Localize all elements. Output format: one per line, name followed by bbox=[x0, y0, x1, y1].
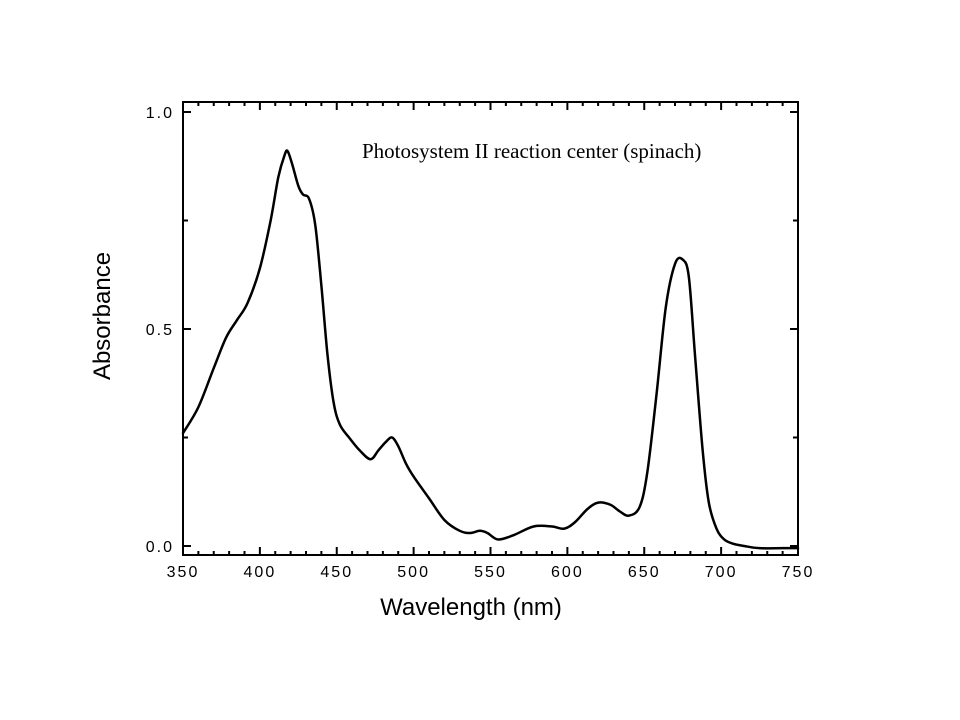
y-axis-title: Absorbance bbox=[89, 252, 116, 380]
tick-marks bbox=[182, 102, 799, 555]
y-tick-label: 1.0 bbox=[146, 105, 174, 122]
x-tick-label: 350 bbox=[167, 564, 200, 581]
x-tick-label: 550 bbox=[474, 564, 507, 581]
x-tick-labels: 350 400 450 500 550 600 650 700 750 bbox=[167, 564, 815, 581]
x-tick-label: 750 bbox=[782, 564, 815, 581]
x-tick-label: 650 bbox=[628, 564, 661, 581]
x-tick-label: 450 bbox=[320, 564, 353, 581]
absorbance-series-line bbox=[181, 149, 800, 550]
x-tick-label: 400 bbox=[244, 564, 277, 581]
x-axis-title: Wavelength (nm) bbox=[380, 594, 562, 621]
x-tick-label: 600 bbox=[551, 564, 584, 581]
y-tick-label: 0.5 bbox=[146, 322, 174, 339]
y-tick-labels: 0.0 0.5 1.0 bbox=[146, 105, 174, 556]
x-tick-label: 500 bbox=[397, 564, 430, 581]
x-tick-label: 700 bbox=[705, 564, 738, 581]
chart-annotation: Photosystem II reaction center (spinach) bbox=[362, 139, 701, 163]
y-tick-label: 0.0 bbox=[146, 539, 174, 556]
